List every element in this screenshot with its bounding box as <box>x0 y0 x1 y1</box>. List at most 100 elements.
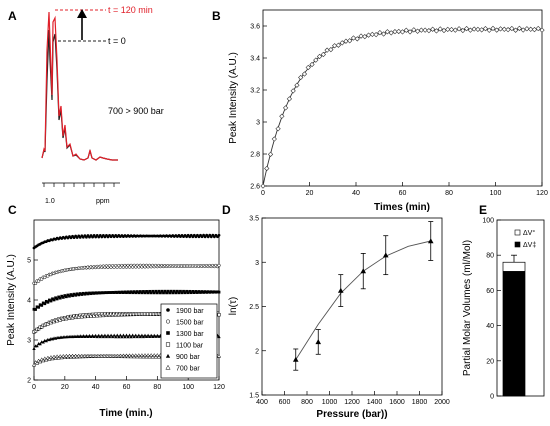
marker-filled-square <box>118 291 122 294</box>
marker-filled-square <box>142 290 145 293</box>
panel-b-data-point <box>501 26 507 32</box>
marker-filled-square <box>100 291 104 295</box>
panel-e-y-tick-label: 100 <box>482 218 494 225</box>
panel-d-data-point <box>292 356 299 362</box>
panel-c-series-5 <box>31 352 222 367</box>
marker-filled-square <box>60 294 64 298</box>
panel-label-c: C <box>8 203 17 217</box>
panel-b-data-point <box>362 34 368 40</box>
marker-filled-triangle <box>90 333 95 337</box>
marker-filled-square <box>44 299 48 303</box>
marker-filled-triangle <box>157 334 161 338</box>
spectrum-t0-line <box>41 29 118 161</box>
marker-open-triangle <box>31 362 37 367</box>
panel-d-y-tick-label: 3 <box>255 260 259 267</box>
panel-b-data-point <box>377 30 383 36</box>
marker-open-triangle <box>38 359 43 364</box>
marker-filled-square <box>154 289 158 293</box>
panel-d-data-point <box>337 287 344 293</box>
panel-d-x-tick-label: 1800 <box>412 399 428 406</box>
marker-filled-triangle <box>151 334 155 338</box>
marker-filled-square <box>101 291 105 295</box>
panel-b-data-point <box>479 27 485 33</box>
panel-b-data-point <box>373 32 379 38</box>
marker-filled-square <box>183 291 187 295</box>
panel-b-y-tick-label: 2.6 <box>250 184 260 191</box>
marker-filled-square <box>109 291 113 294</box>
marker-filled-triangle <box>32 346 36 351</box>
marker-filled-triangle <box>217 334 221 339</box>
marker-filled-square <box>114 290 118 294</box>
marker-filled-square <box>191 290 195 293</box>
panel-b-y-tick-label: 3.2 <box>250 88 260 95</box>
marker-open-circle <box>165 319 171 324</box>
marker-filled-square <box>151 289 155 293</box>
marker-filled-triangle <box>149 333 153 337</box>
panel-b-data-point <box>452 27 458 33</box>
marker-filled-square <box>34 308 37 311</box>
marker-filled-square <box>58 296 62 300</box>
ppm-axis-label: ppm <box>96 198 110 205</box>
marker-filled-square <box>208 290 212 294</box>
marker-filled-square <box>98 291 102 295</box>
marker-filled-triangle <box>152 333 156 337</box>
pressure-jump-annotation: 700 > 900 bar <box>108 106 164 116</box>
marker-filled-square <box>48 298 51 302</box>
marker-filled-square <box>212 290 216 294</box>
panel-b-data-point <box>320 51 326 58</box>
panel-e-molar-volumes: 0 20 40 60 80 100 ΔV° ΔV‡ Partial Molar Volum… <box>462 218 545 401</box>
marker-open-square <box>217 313 221 317</box>
legend-swatch-dvts <box>514 241 521 248</box>
marker-filled-square <box>214 290 218 294</box>
panel-a-spectrum: t = 120 min t = 0 700 > 900 bar 1.0 ppm <box>41 5 164 205</box>
marker-filled-triangle <box>130 333 135 337</box>
panel-d-x-tick-label: 1200 <box>344 399 360 406</box>
panel-c-y-tick-label: 5 <box>27 258 31 265</box>
panel-c-legend-label: 1300 bar <box>176 331 204 338</box>
marker-filled-square <box>185 289 189 293</box>
marker-filled-square <box>63 294 67 297</box>
panel-b-data-point <box>316 53 323 60</box>
panel-b-y-axis-label: Peak Intensity (A.U.) <box>228 52 239 144</box>
panel-d-x-axis-label: Pressure (bar)) <box>316 409 387 420</box>
marker-filled-square <box>140 291 144 295</box>
marker-filled-square <box>169 289 173 293</box>
panel-b-data-point <box>531 26 538 33</box>
marker-filled-square <box>55 297 59 301</box>
panel-c-x-tick-label: 120 <box>213 384 225 391</box>
marker-filled-square <box>128 291 131 295</box>
marker-open-triangle <box>216 353 222 358</box>
marker-filled-square <box>122 291 125 295</box>
panel-c-legend-label: 1100 bar <box>176 343 204 350</box>
panel-c-y-tick-label: 2 <box>27 378 31 385</box>
marker-filled-square <box>68 294 71 298</box>
panel-c-series-1 <box>32 263 221 286</box>
marker-filled-square <box>103 291 107 295</box>
marker-filled-triangle <box>100 333 104 337</box>
marker-filled-triangle <box>103 333 107 337</box>
panel-b-data-point <box>494 27 500 33</box>
panel-b-data-point <box>486 27 492 33</box>
marker-filled-square <box>86 292 90 296</box>
panel-b-data-point <box>392 29 398 35</box>
marker-filled-square <box>89 292 93 296</box>
marker-filled-square <box>188 289 192 293</box>
marker-filled-square <box>162 291 165 295</box>
bar-dvts <box>503 271 525 396</box>
marker-filled-circle <box>166 308 170 312</box>
legend-t120-label: t = 120 min <box>108 5 153 15</box>
marker-filled-square <box>120 290 124 294</box>
marker-filled-square <box>189 291 193 295</box>
marker-filled-square <box>32 307 36 311</box>
marker-filled-triangle <box>86 334 90 339</box>
panel-d-x-tick-label: 1400 <box>367 399 383 406</box>
panel-c-legend-label: 1500 bar <box>176 320 204 327</box>
marker-filled-triangle <box>114 335 118 339</box>
marker-filled-triangle <box>41 340 45 344</box>
marker-filled-square <box>88 291 91 295</box>
panel-d-x-tick-label: 1600 <box>389 399 405 406</box>
panel-e-y-tick-label: 60 <box>486 288 494 295</box>
panel-b-data-point <box>445 26 451 33</box>
marker-filled-square <box>115 291 119 294</box>
panel-d-y-tick-label: 1.5 <box>249 393 259 400</box>
